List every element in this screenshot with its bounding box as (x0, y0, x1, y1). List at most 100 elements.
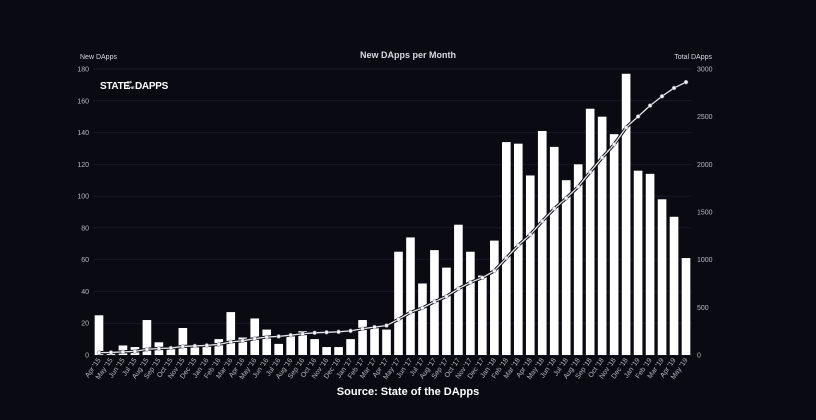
bar (370, 326, 379, 355)
bar (490, 240, 499, 355)
y-axis-right-ticks: 0 500 1000 1500 2000 2500 3000 (697, 67, 713, 360)
y-tick-label: 180 (77, 67, 89, 74)
bar (334, 347, 343, 355)
line-point (683, 79, 689, 85)
bar (310, 339, 319, 355)
bar (322, 347, 331, 355)
bar (573, 164, 583, 355)
y-tick-label: 0 (85, 353, 89, 360)
bar (94, 315, 104, 355)
line-point (635, 114, 641, 119)
line-point (204, 343, 210, 348)
logo-text-of: OF (127, 80, 133, 85)
bar (286, 334, 295, 355)
bar (262, 329, 272, 355)
y-tick-label: 100 (77, 194, 89, 201)
y-tick-label: 60 (81, 257, 89, 264)
bar (537, 130, 547, 355)
bar (669, 216, 679, 355)
y2-tick-label: 1000 (697, 257, 713, 264)
line-point (108, 350, 114, 355)
bar (166, 347, 176, 355)
bar (142, 320, 152, 355)
bar (478, 275, 487, 355)
bar (525, 175, 535, 355)
bar (406, 237, 415, 355)
line-point (587, 169, 593, 175)
y2-tick-label: 500 (697, 305, 709, 312)
line-point (216, 342, 221, 347)
line-point (192, 343, 198, 349)
bar (346, 339, 355, 355)
line-point (264, 334, 269, 340)
line-point (456, 286, 461, 291)
bar (502, 142, 511, 355)
bar (549, 146, 559, 355)
line-point (96, 350, 102, 355)
bar (466, 251, 475, 355)
bar (585, 108, 595, 355)
state-of-the-dapps-logo: STATE OF THE DAPPS (100, 80, 169, 93)
line-point (611, 142, 617, 147)
line-point (528, 232, 533, 237)
logo-text-right: DAPPS (135, 81, 169, 92)
source-caption: Source: State of the DApps (336, 386, 480, 398)
line-point (336, 329, 341, 335)
line-point (396, 317, 401, 322)
bar (274, 343, 284, 355)
bar-series (94, 73, 691, 356)
bar (621, 73, 631, 356)
y-tick-label: 20 (81, 321, 89, 328)
line-point (324, 330, 329, 335)
line-point (384, 323, 389, 328)
bar (442, 267, 451, 355)
line-point (480, 275, 485, 280)
line-point (408, 310, 413, 315)
y2-tick-label: 0 (697, 353, 701, 360)
y-axis-left-label: New DApps (80, 54, 117, 61)
line-point (252, 336, 257, 341)
y-tick-label: 80 (81, 225, 89, 232)
y2-tick-label: 1500 (697, 210, 713, 217)
chart-title: New DApps per Month (360, 50, 456, 60)
line-point (348, 328, 353, 334)
line-point (659, 94, 665, 99)
bar (657, 199, 667, 355)
line-point (599, 155, 605, 160)
y-axis-left-ticks: 0 20 40 60 80 100 120 140 160 180 (77, 67, 89, 360)
line-point (671, 85, 677, 91)
bar (202, 345, 212, 355)
bar (178, 327, 188, 355)
bar (418, 283, 427, 355)
logo-text-the: THE (127, 85, 135, 90)
bar (394, 251, 403, 355)
line-point (444, 294, 449, 299)
line-point (492, 268, 497, 274)
line-point (228, 339, 233, 345)
line-series (96, 79, 689, 355)
line-point (156, 346, 162, 351)
line-point (312, 330, 317, 335)
bar (214, 339, 224, 355)
line-point (420, 305, 425, 311)
bar (561, 180, 571, 355)
line-point (516, 243, 521, 248)
line-point (276, 334, 281, 339)
line-point (144, 347, 150, 352)
line-point (564, 195, 569, 201)
line-point (168, 345, 174, 351)
bar (226, 312, 236, 355)
line-point (468, 280, 473, 285)
bar (645, 173, 655, 355)
y-tick-label: 40 (81, 289, 89, 296)
logo-text-left: STATE (100, 81, 130, 92)
bar (358, 320, 367, 355)
y-tick-label: 160 (77, 98, 89, 105)
bar (513, 143, 523, 355)
line-point (288, 332, 293, 338)
y2-tick-label: 2000 (697, 162, 713, 169)
bar (681, 258, 691, 355)
line-point (120, 349, 126, 355)
bar (190, 347, 200, 355)
